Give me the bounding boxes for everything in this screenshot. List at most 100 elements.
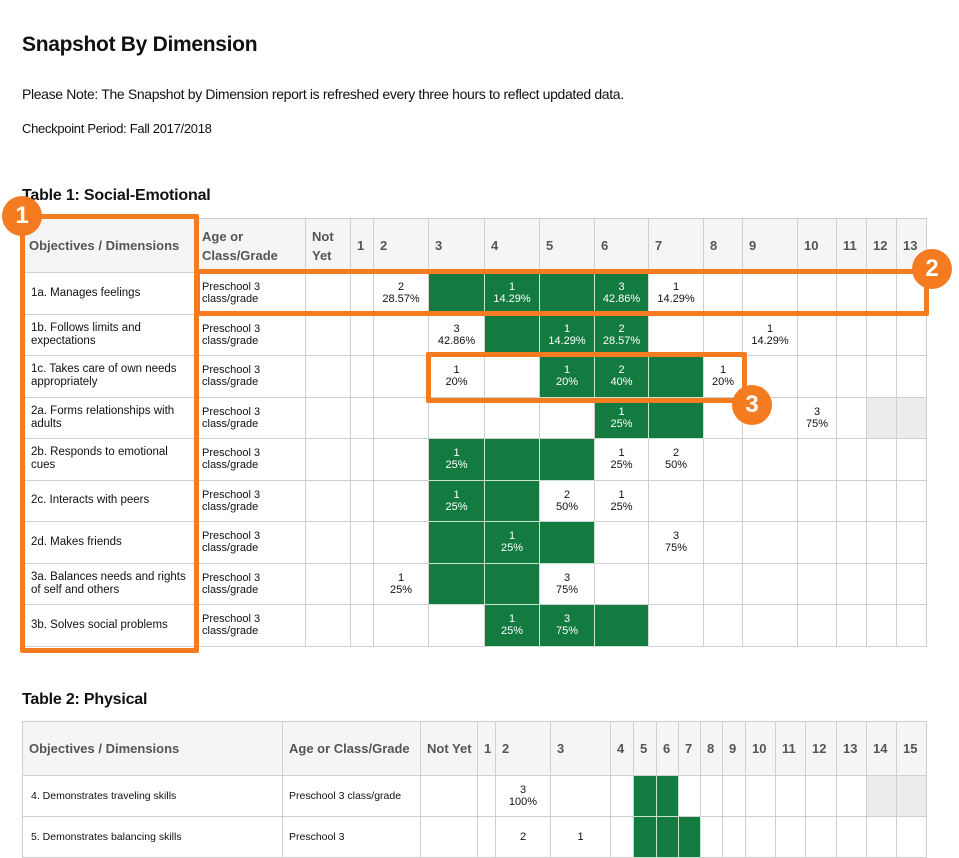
percent: 25% (445, 500, 468, 513)
header-level-10: 10 (797, 218, 837, 273)
level-7-cell: 3 75% (648, 521, 704, 564)
level-3-cell: 1 (550, 816, 611, 858)
level-10-cell (745, 775, 776, 817)
percent: 28.57% (382, 293, 420, 306)
objective-cell: 2d. Makes friends (22, 521, 196, 564)
table-row: 5. Demonstrates balancing skills Preschoo… (22, 816, 927, 858)
not-yet-cell (305, 604, 351, 647)
header-level-8: 8 (700, 721, 723, 776)
age-cell: Preschool 3 class/grade (195, 396, 306, 439)
header-level-15: 15 (896, 721, 927, 776)
level-7-cell (648, 562, 704, 605)
percent: 25% (610, 417, 633, 430)
level-13-cell (836, 775, 867, 817)
percent: 20% (445, 376, 468, 389)
percent: 14.29% (493, 293, 531, 306)
level-7-cell (648, 604, 704, 647)
level-9-cell (742, 438, 798, 481)
percent: 25% (610, 500, 633, 513)
level-1-cell (350, 396, 374, 439)
count: 3 (519, 784, 527, 796)
level-8-cell (703, 272, 743, 315)
table-row: 2a. Forms relationships with adults Presc… (22, 396, 927, 439)
level-10-cell (797, 479, 837, 522)
level-4-cell (484, 562, 540, 605)
count: 1 (563, 322, 571, 335)
page-title: Snapshot By Dimension (22, 33, 258, 56)
header-level-4: 4 (610, 721, 634, 776)
level-1-cell (350, 521, 374, 564)
percent: 28.57% (602, 334, 641, 347)
level-7-cell (648, 313, 704, 356)
level-5-cell: 3 75% (539, 604, 595, 647)
level-2-cell (373, 479, 429, 522)
not-yet-cell (305, 479, 351, 522)
level-4-cell (484, 396, 540, 439)
level-11-cell (836, 355, 867, 398)
level-12-cell (866, 562, 897, 605)
level-11-cell (836, 438, 867, 481)
header-not-yet: Not Yet (305, 218, 351, 273)
header-level-1: 1 (350, 218, 374, 273)
percent: 25% (500, 542, 524, 555)
level-12-cell (805, 816, 837, 858)
level-3-cell: 3 42.86% (428, 313, 485, 356)
level-5-cell (633, 816, 657, 858)
level-12-cell (866, 355, 897, 398)
count: 1 (618, 488, 625, 501)
not-yet-cell (305, 313, 351, 356)
level-13-cell (896, 521, 927, 564)
objective-cell: 5. Demonstrates balancing skills (22, 816, 283, 858)
table-row: 3a. Balances needs and rights of self an… (22, 562, 927, 605)
header-level-11: 11 (836, 218, 867, 273)
percent: 75% (555, 583, 579, 596)
percent: 42.86% (602, 293, 641, 306)
age-cell: Preschool 3 class/grade (282, 775, 421, 817)
level-9-cell (742, 562, 798, 605)
count: 1 (508, 613, 516, 626)
percent: 50% (664, 459, 688, 472)
level-10-cell: 3 75% (797, 396, 837, 439)
level-3-cell (428, 521, 485, 564)
percent: 14.29% (657, 293, 695, 306)
level-6-cell (656, 775, 679, 817)
table-2-caption: Table 2: Physical (22, 691, 148, 708)
objective-cell: 2c. Interacts with peers (22, 479, 196, 522)
level-7-cell: 2 50% (648, 438, 704, 481)
level-13-cell (896, 604, 927, 647)
level-5-cell: 1 14.29% (539, 313, 595, 356)
level-14-cell (866, 816, 897, 858)
annotation-badge-2: 2 (912, 249, 952, 289)
level-7-cell (648, 396, 704, 439)
level-1-cell (350, 313, 374, 356)
header-level-6: 6 (594, 218, 649, 273)
level-5-cell (539, 396, 595, 439)
level-6-cell: 2 28.57% (594, 313, 649, 356)
count: 3 (453, 322, 460, 335)
level-8-cell (703, 604, 743, 647)
header-not-yet: Not Yet (420, 721, 478, 776)
level-11-cell (836, 313, 867, 356)
percent: 75% (555, 625, 579, 638)
annotation-box-1 (20, 214, 199, 653)
level-1-cell (350, 479, 374, 522)
level-1-cell (350, 604, 374, 647)
objective-cell: 3b. Solves social problems (22, 604, 196, 647)
age-cell: Preschool 3 class/grade (195, 604, 306, 647)
header-row: Objectives / Dimensions Age or Class/Grad… (22, 218, 927, 273)
level-4-cell: 1 25% (484, 521, 540, 564)
level-6-cell: 1 25% (594, 479, 649, 522)
level-10-cell (797, 313, 837, 356)
objective-cell: 2a. Forms relationships with adults (22, 396, 196, 439)
count: 1 (453, 447, 460, 460)
not-yet-cell (420, 816, 478, 858)
table-row: 2c. Interacts with peers Preschool 3 clas… (22, 479, 927, 522)
count: 2 (563, 488, 571, 501)
age-cell: Preschool 3 class/grade (195, 521, 306, 564)
table-row: 1b. Follows limits and expectations Presc… (22, 313, 927, 356)
level-13-cell (896, 479, 927, 522)
header-level-4: 4 (484, 218, 540, 273)
age-cell: Preschool 3 class/grade (195, 562, 306, 605)
level-6-cell (594, 562, 649, 605)
count: 1 (577, 831, 584, 843)
